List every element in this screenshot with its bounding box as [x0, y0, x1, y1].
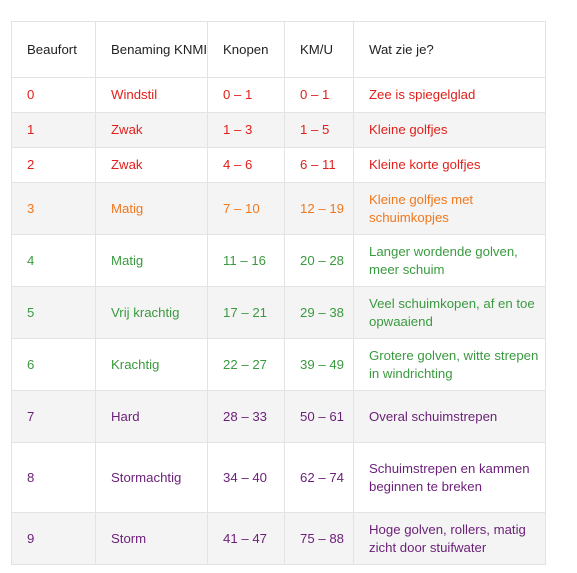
cell-wat-zie-je: Zee is spiegelglad: [353, 77, 546, 113]
table-row: 2 Zwak 4 – 6 6 – 11 Kleine korte golfjes: [11, 147, 546, 183]
cell-kmu: 39 – 49: [284, 338, 354, 391]
cell-beaufort: 5: [11, 286, 96, 339]
cell-kmu: 0 – 1: [284, 77, 354, 113]
cell-benaming: Matig: [95, 234, 208, 287]
cell-beaufort: 8: [11, 442, 96, 513]
cell-kmu: 1 – 5: [284, 112, 354, 148]
header-kmu: KM/U: [284, 21, 354, 78]
cell-benaming: Storm: [95, 512, 208, 565]
cell-knopen: 22 – 27: [207, 338, 285, 391]
cell-beaufort: 1: [11, 112, 96, 148]
cell-kmu: 75 – 88: [284, 512, 354, 565]
cell-benaming: Vrij krachtig: [95, 286, 208, 339]
cell-beaufort: 4: [11, 234, 96, 287]
cell-kmu: 29 – 38: [284, 286, 354, 339]
header-wat-zie-je: Wat zie je?: [353, 21, 546, 78]
cell-benaming: Zwak: [95, 147, 208, 183]
table-row: 3 Matig 7 – 10 12 – 19 Kleine golfjes me…: [11, 182, 546, 235]
cell-beaufort: 0: [11, 77, 96, 113]
cell-benaming: Windstil: [95, 77, 208, 113]
table-row: 8 Stormachtig 34 – 40 62 – 74 Schuimstre…: [11, 442, 546, 513]
header-knopen: Knopen: [207, 21, 285, 78]
cell-wat-zie-je: Veel schuimkopen, af en toe opwaaiend: [353, 286, 546, 339]
cell-beaufort: 2: [11, 147, 96, 183]
cell-knopen: 7 – 10: [207, 182, 285, 235]
cell-beaufort: 7: [11, 390, 96, 443]
table-row: 7 Hard 28 – 33 50 – 61 Overal schuimstre…: [11, 390, 546, 443]
cell-knopen: 41 – 47: [207, 512, 285, 565]
cell-benaming: Zwak: [95, 112, 208, 148]
table-container: Beaufort Benaming KNMI Knopen KM/U Wat z…: [11, 21, 546, 565]
table-row: 4 Matig 11 – 16 20 – 28 Langer wordende …: [11, 234, 546, 287]
cell-kmu: 12 – 19: [284, 182, 354, 235]
cell-knopen: 0 – 1: [207, 77, 285, 113]
cell-kmu: 50 – 61: [284, 390, 354, 443]
cell-beaufort: 9: [11, 512, 96, 565]
cell-kmu: 20 – 28: [284, 234, 354, 287]
cell-knopen: 4 – 6: [207, 147, 285, 183]
table-row: 1 Zwak 1 – 3 1 – 5 Kleine golfjes: [11, 112, 546, 148]
beaufort-table: Beaufort Benaming KNMI Knopen KM/U Wat z…: [11, 21, 546, 565]
table-row: 6 Krachtig 22 – 27 39 – 49 Grotere golve…: [11, 338, 546, 391]
header-beaufort: Beaufort: [11, 21, 96, 78]
cell-wat-zie-je: Schuimstrepen en kammen beginnen te brek…: [353, 442, 546, 513]
cell-kmu: 6 – 11: [284, 147, 354, 183]
cell-wat-zie-je: Grotere golven, witte strepen in windric…: [353, 338, 546, 391]
cell-knopen: 28 – 33: [207, 390, 285, 443]
cell-benaming: Hard: [95, 390, 208, 443]
cell-wat-zie-je: Overal schuimstrepen: [353, 390, 546, 443]
table-header-row: Beaufort Benaming KNMI Knopen KM/U Wat z…: [11, 21, 546, 78]
table-row: 5 Vrij krachtig 17 – 21 29 – 38 Veel sch…: [11, 286, 546, 339]
table-row: 9 Storm 41 – 47 75 – 88 Hoge golven, rol…: [11, 512, 546, 565]
cell-benaming: Stormachtig: [95, 442, 208, 513]
cell-benaming: Krachtig: [95, 338, 208, 391]
cell-wat-zie-je: Kleine golfjes met schuimkopjes: [353, 182, 546, 235]
cell-wat-zie-je: Langer wordende golven, meer schuim: [353, 234, 546, 287]
table-row: 0 Windstil 0 – 1 0 – 1 Zee is spiegelgla…: [11, 77, 546, 113]
cell-kmu: 62 – 74: [284, 442, 354, 513]
cell-beaufort: 6: [11, 338, 96, 391]
cell-wat-zie-je: Kleine korte golfjes: [353, 147, 546, 183]
cell-knopen: 34 – 40: [207, 442, 285, 513]
header-benaming: Benaming KNMI: [95, 21, 208, 78]
cell-beaufort: 3: [11, 182, 96, 235]
cell-knopen: 11 – 16: [207, 234, 285, 287]
cell-knopen: 1 – 3: [207, 112, 285, 148]
cell-benaming: Matig: [95, 182, 208, 235]
cell-wat-zie-je: Hoge golven, rollers, matig zicht door s…: [353, 512, 546, 565]
cell-knopen: 17 – 21: [207, 286, 285, 339]
cell-wat-zie-je: Kleine golfjes: [353, 112, 546, 148]
